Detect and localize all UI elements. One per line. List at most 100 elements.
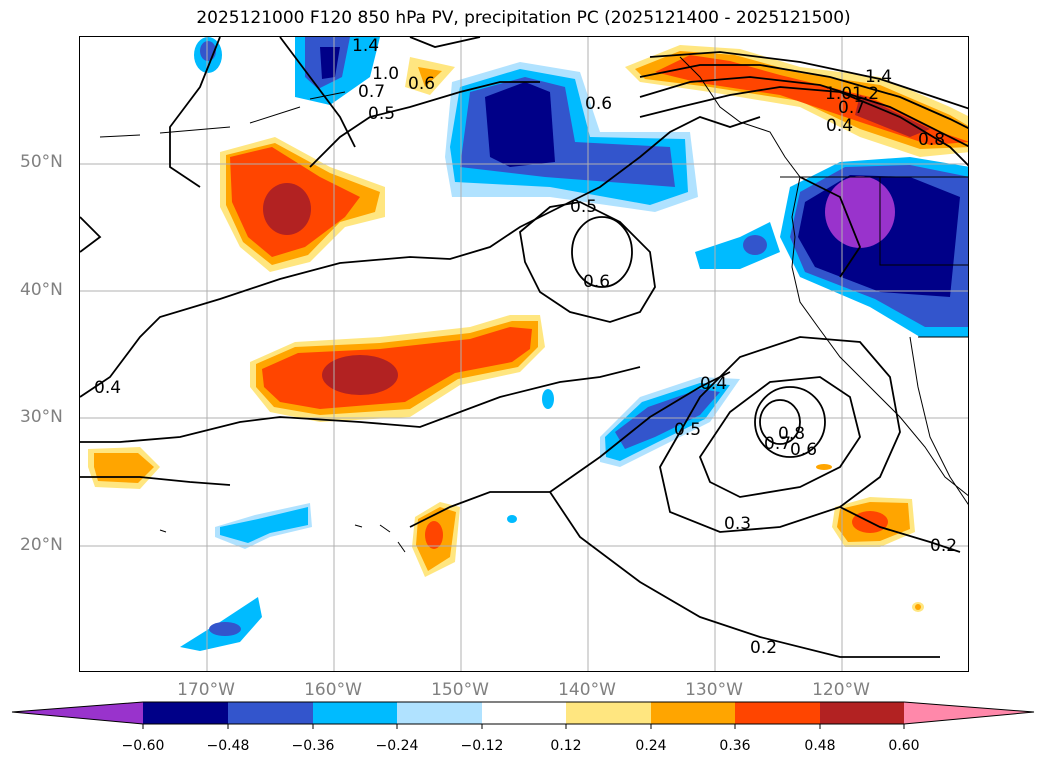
contour-label: 0.3 [724,514,751,534]
contour-label: 1.0 [372,64,399,84]
contour-label: 0.6 [790,440,817,460]
coastline-islands [159,524,363,533]
colorbar-tick-label: 0.24 [635,738,667,754]
precip-area-15n-blue [209,622,241,636]
contour-ne-4 [649,51,968,110]
colorbar-segment [143,702,228,724]
contour-label: 1.0 [825,84,852,104]
contour-ne-3 [639,64,968,130]
precip-area-20n-dot [507,515,517,523]
coastline-hawaii [379,524,406,553]
map-title: 2025121000 F120 850 hPa PV, precipitatio… [196,8,851,28]
precip-area-east-purple [825,176,895,248]
lat-label-40n: 40°N [20,280,63,300]
precip-area-north-orange [418,67,442,87]
colorbar-segment [735,702,820,724]
contour-label: 0.5 [674,420,701,440]
contour-nw-2 [279,37,356,148]
precip-shading [88,37,968,651]
contour-0-4-south [80,366,641,443]
contour-label: 0.7 [764,434,791,454]
lon-label-120w: 120°W [812,680,870,700]
lon-label-140w: 140°W [558,680,616,700]
precip-area-20n-red [425,521,443,549]
contour-0-5-north [309,81,540,168]
coastlines [99,56,968,553]
contour-ne-2 [639,76,968,148]
colorbar [11,701,1035,729]
contour-0-5-loop [519,201,656,323]
contour-0-3-sw [80,476,231,486]
colorbar-tick-label: −0.24 [375,738,419,754]
contour-label: 0.2 [930,536,957,556]
border-states [879,177,968,266]
precip-area-band-darkred [322,355,398,395]
contour-0-2-se [839,506,961,553]
coastline-aleutians [99,91,346,138]
colorbar-tick-label: 0.12 [550,738,582,754]
map-panel: 1.4 1.0 0.7 0.6 0.5 0.6 1.4 1.2 1.0 0.7 … [79,36,969,672]
colorbar-segment [228,702,313,724]
contour-label: 0.6 [585,94,612,114]
contour-label: 0.7 [358,82,385,102]
contour-east-0-4 [799,176,862,278]
contour-0-4-main [80,116,761,398]
precip-area-se-sliver [816,464,832,470]
contour-label: 0.6 [408,74,435,94]
lon-label-160w: 160°W [304,680,362,700]
precip-area-north-blue-center [320,47,340,79]
contour-label: 0.7 [838,98,865,118]
precip-area-band-red [262,327,532,409]
lon-label-130w: 130°W [685,680,743,700]
contour-ne-1 [639,86,968,167]
contour-label: 0.5 [570,197,597,217]
contour-label: 0.2 [750,638,777,658]
contour-label: 0.4 [826,116,853,136]
precip-area-east-small-blue [743,235,767,255]
precip-area-30n-dot [542,389,554,409]
colorbar-tick-label: −0.36 [291,738,335,754]
graticule [80,37,968,671]
contour-label: 0.4 [700,374,727,394]
precip-area-sw-orange [94,453,154,483]
contour-nw-3 [409,37,481,48]
contour-label: 0.5 [368,104,395,124]
coastline-baja [909,336,968,505]
contour-label-group: 1.4 1.0 0.7 0.6 0.5 0.6 1.4 1.2 1.0 0.7 … [94,37,957,658]
precip-area-east-small-cyan [695,222,780,269]
colorbar-segment [397,702,482,724]
contour-label: 0.8 [918,130,945,150]
coastline-north-america [679,56,968,497]
lat-label-50n: 50°N [20,152,63,172]
contour-0-7-high [754,386,826,458]
contour-0-3-central [549,371,731,493]
contour-nw-1 [169,37,221,188]
colorbar-extend-max [904,702,1034,724]
colorbar-extend-min [12,702,143,724]
precip-area-30n-blue [615,389,720,449]
lon-label-150w: 150°W [431,680,489,700]
colorbar-tick-label: 0.36 [719,738,751,754]
contour-0-2-south [409,491,940,658]
contour-label: 1.4 [352,37,379,56]
contour-0-4-west [80,216,102,253]
contour-label: 0.4 [94,378,121,398]
map-canvas: 1.4 1.0 0.7 0.6 0.5 0.6 1.4 1.2 1.0 0.7 … [80,37,968,671]
colorbar-segment [566,702,651,724]
lon-label-170w: 170°W [177,680,235,700]
precip-area-se-dot-core [915,604,921,610]
colorbar-segment [482,702,566,724]
colorbar-segment [820,702,904,724]
contour-label: 0.6 [583,272,610,292]
precip-area-west-darkred [263,183,311,235]
colorbar-tick-label: −0.48 [206,738,250,754]
colorbar-segment [313,702,397,724]
contour-0-8-high [759,399,801,445]
contour-0-6-loop [571,216,633,288]
contour-label: 1.2 [852,84,879,104]
colorbar-tick-label: −0.60 [121,738,165,754]
colorbar-segment [651,702,735,724]
pv-contours [80,37,968,658]
contour-0-6-outer [698,376,861,498]
contour-label: 1.4 [865,67,892,87]
